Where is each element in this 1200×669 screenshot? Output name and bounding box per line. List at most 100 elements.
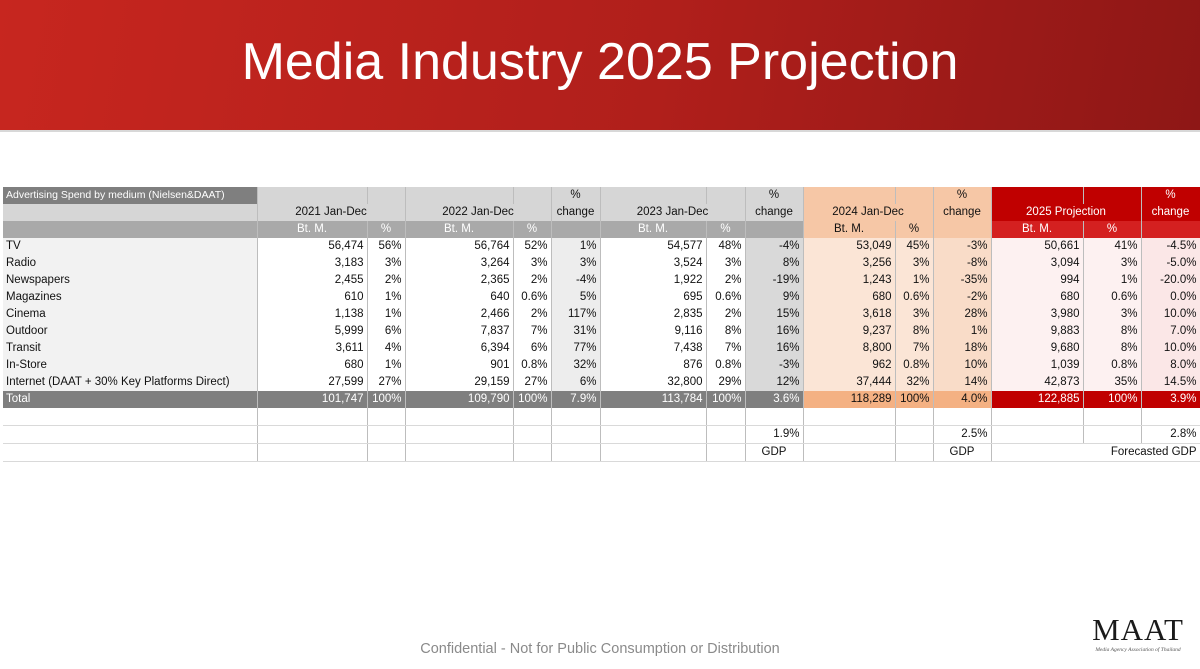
cell: 994 — [991, 272, 1084, 289]
empty-cell — [405, 408, 514, 426]
change-header: change — [745, 204, 804, 221]
cell: 610 — [257, 289, 368, 306]
empty-cell — [706, 443, 746, 462]
cell: 0.8% — [513, 357, 552, 374]
cell: 3,264 — [405, 255, 514, 272]
header-row: 2021 Jan-Dec 2022 Jan-Dec change 2023 Ja… — [3, 204, 1200, 221]
change-header: % — [745, 187, 804, 204]
cell: 1% — [551, 238, 601, 255]
row-label: Magazines — [3, 289, 258, 306]
unit-header: Bt. M. — [257, 221, 368, 238]
share-header: % — [367, 221, 406, 238]
cell: 6% — [513, 340, 552, 357]
header-cell — [933, 221, 992, 238]
cell: 122,885 — [991, 391, 1084, 408]
cell: 640 — [405, 289, 514, 306]
empty-cell — [551, 425, 601, 444]
cell: 695 — [600, 289, 707, 306]
cell: 3,611 — [257, 340, 368, 357]
cell: 100% — [706, 391, 746, 408]
period-header: 2021 Jan-Dec — [257, 204, 406, 221]
cell: -19% — [745, 272, 804, 289]
cell: 2,835 — [600, 306, 707, 323]
cell: -8% — [933, 255, 992, 272]
empty-cell — [513, 408, 552, 426]
cell: 3,524 — [600, 255, 707, 272]
cell: 2,455 — [257, 272, 368, 289]
row-label: Internet (DAAT + 30% Key Platforms Direc… — [3, 374, 258, 391]
cell: 15% — [745, 306, 804, 323]
cell: 100% — [367, 391, 406, 408]
cell: 56,764 — [405, 238, 514, 255]
empty-cell — [745, 408, 804, 426]
cell: 1% — [367, 306, 406, 323]
cell: 42,873 — [991, 374, 1084, 391]
data-row: Internet (DAAT + 30% Key Platforms Direc… — [3, 374, 1200, 391]
data-row: Radio 3,183 3% 3,264 3% 3% 3,524 3% 8% 3,256 3% -8%… — [3, 255, 1200, 272]
empty-cell — [367, 408, 406, 426]
change-header: change — [1141, 204, 1200, 221]
cell: 27,599 — [257, 374, 368, 391]
cell: 9,237 — [803, 323, 896, 340]
share-header: % — [706, 221, 746, 238]
cell: 101,747 — [257, 391, 368, 408]
slide-title: Media Industry 2025 Projection — [241, 33, 959, 91]
data-row: TV 56,474 56% 56,764 52% 1% 54,577 48% -4% 53,049… — [3, 238, 1200, 255]
empty-cell — [895, 425, 934, 444]
empty-cell — [257, 443, 368, 462]
cell: 50,661 — [991, 238, 1084, 255]
spacer-row — [3, 408, 1200, 426]
cell: 901 — [405, 357, 514, 374]
cell: 100% — [1083, 391, 1142, 408]
cell: 0.6% — [895, 289, 934, 306]
cell: 0.6% — [513, 289, 552, 306]
share-header: % — [1083, 221, 1142, 238]
cell: -4% — [551, 272, 601, 289]
cell: 0.6% — [706, 289, 746, 306]
empty-cell — [933, 408, 992, 426]
header-cell — [513, 187, 552, 204]
empty-cell — [991, 425, 1084, 444]
cell: 3% — [513, 255, 552, 272]
cell: 48% — [706, 238, 746, 255]
cell: 37,444 — [803, 374, 896, 391]
empty-cell — [513, 443, 552, 462]
cell: 3% — [895, 255, 934, 272]
change-header: % — [551, 187, 601, 204]
cell: 1% — [367, 357, 406, 374]
gdp-value: 2.5% — [933, 425, 992, 444]
cell: 16% — [745, 340, 804, 357]
cell: 6,394 — [405, 340, 514, 357]
data-row: Cinema 1,138 1% 2,466 2% 117% 2,835 2% 15% 3,618 3… — [3, 306, 1200, 323]
cell: 53,049 — [803, 238, 896, 255]
cell: 6% — [367, 323, 406, 340]
empty-cell — [367, 443, 406, 462]
cell: 14.5% — [1141, 374, 1200, 391]
cell: 2% — [367, 272, 406, 289]
cell: 1% — [933, 323, 992, 340]
empty-cell — [257, 425, 368, 444]
cell: 52% — [513, 238, 552, 255]
row-label: Total — [3, 391, 258, 408]
cell: 962 — [803, 357, 896, 374]
cell: 1% — [1083, 272, 1142, 289]
cell: 14% — [933, 374, 992, 391]
gdp-label-row: GDP GDP Forecasted GDP — [3, 443, 1200, 462]
cell: 3.9% — [1141, 391, 1200, 408]
cell: 1% — [367, 289, 406, 306]
header-cell — [367, 187, 406, 204]
cell: 7,837 — [405, 323, 514, 340]
cell: 680 — [257, 357, 368, 374]
header-cell — [551, 221, 601, 238]
empty-cell — [600, 425, 707, 444]
period-header: 2025 Projection — [991, 204, 1142, 221]
cell: 77% — [551, 340, 601, 357]
cell: 2% — [706, 306, 746, 323]
cell: 56% — [367, 238, 406, 255]
cell: 0.8% — [895, 357, 934, 374]
cell: 7% — [706, 340, 746, 357]
gdp-value-row: 1.9% 2.5% 2.8% — [3, 425, 1200, 444]
cell: 3% — [1083, 255, 1142, 272]
empty-cell — [895, 408, 934, 426]
